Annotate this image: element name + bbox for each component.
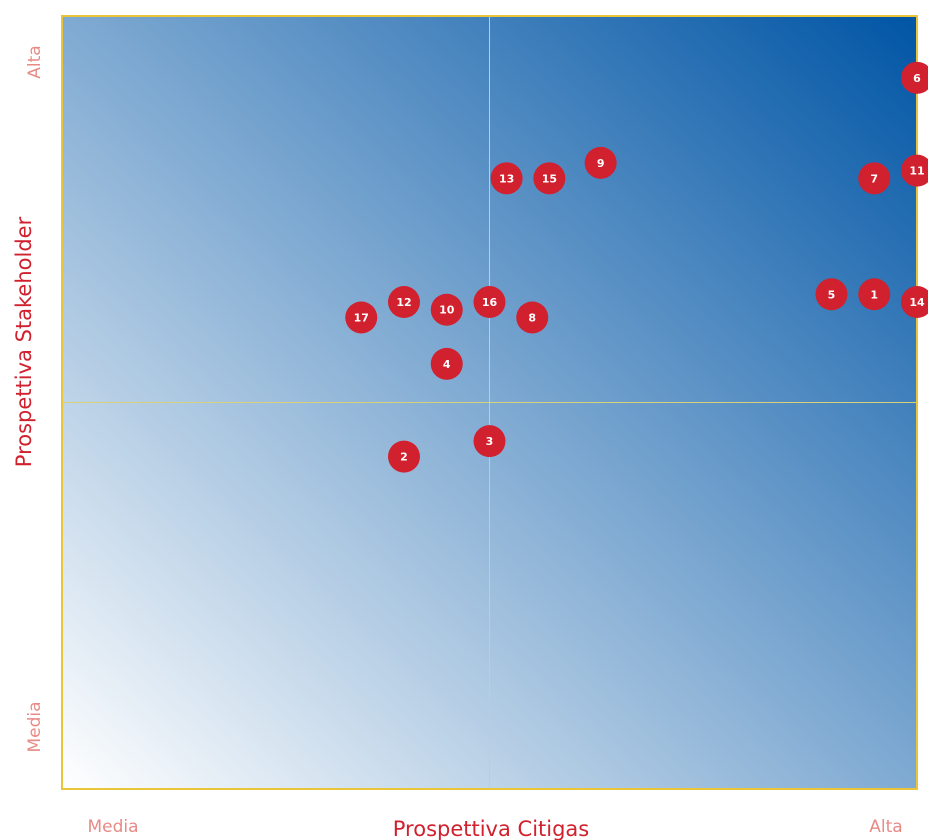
marker-label: 1 bbox=[870, 288, 878, 301]
y-tick-label-high: Alta bbox=[25, 45, 45, 78]
marker-dot bbox=[901, 286, 928, 319]
marker-label: 2 bbox=[400, 451, 408, 464]
marker-label: 11 bbox=[909, 165, 924, 178]
marker-label: 17 bbox=[354, 311, 369, 324]
marker-dot bbox=[901, 61, 928, 94]
marker-dot bbox=[388, 286, 420, 319]
marker-label: 8 bbox=[528, 311, 536, 324]
marker-dot bbox=[473, 286, 506, 319]
marker-7: 7 bbox=[858, 162, 891, 195]
marker-dot bbox=[430, 293, 463, 326]
marker-label: 3 bbox=[486, 435, 494, 448]
x-tick-label-high: Alta bbox=[869, 817, 902, 837]
marker-1: 1 bbox=[858, 278, 891, 311]
marker-label: 9 bbox=[597, 157, 605, 170]
marker-label: 7 bbox=[870, 172, 878, 185]
marker-dot bbox=[901, 154, 928, 187]
marker-9: 9 bbox=[584, 146, 617, 179]
marker-label: 16 bbox=[482, 296, 498, 309]
marker-16: 16 bbox=[473, 286, 506, 319]
marker-label: 13 bbox=[499, 172, 514, 185]
y-axis-title: Prospettiva Stakeholder bbox=[12, 216, 36, 467]
marker-dot bbox=[858, 162, 891, 195]
marker-13: 13 bbox=[490, 162, 523, 195]
marker-10: 10 bbox=[430, 293, 463, 326]
marker-dot bbox=[815, 278, 848, 311]
marker-label: 15 bbox=[542, 172, 557, 185]
marker-dot bbox=[345, 301, 378, 334]
marker-dot bbox=[584, 146, 617, 179]
marker-4: 4 bbox=[430, 347, 463, 380]
marker-label: 14 bbox=[909, 296, 925, 309]
marker-dot bbox=[533, 162, 566, 195]
marker-dot bbox=[490, 162, 523, 195]
plot-frame bbox=[61, 15, 918, 790]
marker-dot bbox=[858, 278, 891, 311]
y-tick-label-low: Media bbox=[25, 701, 45, 752]
marker-dot bbox=[388, 440, 420, 473]
marker-label: 5 bbox=[828, 288, 836, 301]
marker-label: 12 bbox=[396, 296, 411, 309]
marker-label: 10 bbox=[439, 304, 455, 317]
marker-label: 4 bbox=[443, 358, 451, 371]
marker-2: 2 bbox=[388, 440, 420, 473]
marker-15: 15 bbox=[533, 162, 566, 195]
marker-label: 6 bbox=[913, 72, 921, 85]
marker-5: 5 bbox=[815, 278, 848, 311]
marker-8: 8 bbox=[516, 301, 549, 334]
marker-11: 11 bbox=[901, 154, 928, 187]
marker-14: 14 bbox=[901, 286, 928, 319]
x-axis-title: Prospettiva Citigas bbox=[393, 817, 590, 840]
marker-12: 12 bbox=[388, 286, 420, 319]
marker-dot bbox=[516, 301, 549, 334]
marker-6: 6 bbox=[901, 61, 928, 94]
marker-dot bbox=[473, 425, 506, 458]
x-tick-label-low: Media bbox=[87, 817, 138, 837]
marker-17: 17 bbox=[345, 301, 378, 334]
marker-dot bbox=[430, 347, 463, 380]
marker-3: 3 bbox=[473, 425, 506, 458]
